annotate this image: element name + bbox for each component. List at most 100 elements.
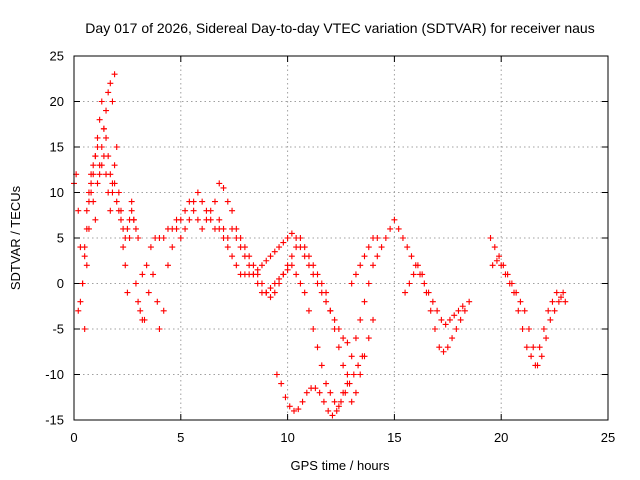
chart-title: Day 017 of 2026, Sidereal Day-to-day VTE…: [85, 20, 594, 36]
data-point: [511, 289, 518, 296]
data-point: [489, 262, 496, 269]
data-point: [314, 271, 321, 278]
data-point: [276, 280, 283, 287]
data-point: [293, 244, 300, 251]
data-point: [81, 326, 88, 332]
data-point: [103, 107, 110, 114]
data-point: [553, 289, 560, 296]
data-point: [312, 385, 319, 392]
data-point: [496, 253, 503, 260]
y-axis-label: SDTVAR / TECUs: [8, 185, 23, 290]
data-point: [378, 244, 385, 251]
data-point: [421, 280, 428, 287]
data-point: [154, 298, 161, 305]
data-point: [233, 225, 240, 232]
data-point: [310, 326, 317, 332]
data-point: [107, 171, 114, 178]
y-tick-label: 25: [50, 49, 64, 64]
data-point: [199, 198, 206, 205]
data-point: [83, 262, 90, 269]
data-point: [216, 216, 223, 223]
data-point: [156, 326, 163, 332]
data-point: [258, 280, 265, 287]
data-point: [429, 298, 436, 305]
data-point: [540, 326, 547, 332]
data-point: [150, 271, 157, 278]
data-point: [224, 198, 231, 205]
data-point: [284, 262, 291, 269]
data-point: [551, 307, 558, 314]
data-point: [186, 216, 193, 223]
data-point: [318, 280, 325, 287]
data-point: [305, 253, 312, 260]
data-point: [493, 257, 500, 264]
data-point: [111, 71, 118, 78]
data-point: [295, 406, 302, 413]
data-point: [331, 398, 338, 405]
data-point: [410, 271, 417, 278]
data-point: [453, 326, 460, 332]
data-point: [333, 407, 340, 414]
data-point: [323, 298, 330, 305]
data-point: [340, 335, 347, 342]
data-point: [348, 280, 355, 287]
data-point: [216, 180, 223, 187]
data-point: [342, 389, 349, 396]
data-point: [412, 262, 419, 269]
data-point: [459, 303, 466, 310]
data-point: [374, 235, 381, 241]
data-point: [211, 198, 218, 205]
data-point: [92, 216, 99, 223]
data-point: [81, 244, 88, 251]
data-point: [135, 298, 142, 305]
data-point: [331, 316, 338, 323]
data-point: [109, 98, 116, 105]
y-tick-label: 20: [50, 94, 64, 109]
series-sat-b: [79, 144, 146, 323]
data-point: [254, 271, 261, 278]
data-point: [506, 280, 513, 287]
data-point: [124, 289, 131, 296]
data-point: [519, 326, 526, 332]
data-point: [90, 198, 97, 205]
data-point: [350, 371, 357, 378]
data-point: [517, 298, 524, 305]
data-point: [442, 321, 449, 328]
x-tick-label: 10: [280, 430, 294, 445]
data-point: [111, 162, 118, 169]
data-point: [562, 298, 569, 305]
data-point: [399, 235, 406, 241]
data-point: [549, 298, 556, 305]
y-tick-label: 10: [50, 185, 64, 200]
data-point: [466, 298, 473, 305]
data-point: [164, 262, 171, 269]
data-point: [365, 280, 372, 287]
data-point: [521, 307, 528, 314]
data-point: [190, 207, 197, 214]
data-point: [374, 253, 381, 260]
data-point: [96, 116, 103, 123]
data-point: [560, 289, 567, 296]
data-point: [335, 344, 342, 351]
data-point: [77, 298, 84, 305]
data-point: [137, 307, 144, 314]
data-point: [278, 380, 285, 387]
data-point: [267, 294, 274, 301]
data-point: [105, 153, 112, 160]
data-point: [293, 271, 300, 278]
data-point: [515, 307, 522, 314]
data-point: [427, 307, 434, 314]
data-point: [113, 198, 120, 205]
data-point: [280, 271, 287, 278]
data-point: [365, 335, 372, 342]
data-point: [130, 216, 137, 223]
data-point: [199, 225, 206, 232]
data-point: [291, 407, 298, 414]
data-point: [359, 353, 366, 360]
data-point: [271, 289, 278, 296]
data-point: [122, 235, 129, 241]
x-tick-label: 20: [494, 430, 508, 445]
data-point: [81, 253, 88, 260]
data-point: [92, 153, 99, 160]
data-point: [141, 316, 148, 323]
